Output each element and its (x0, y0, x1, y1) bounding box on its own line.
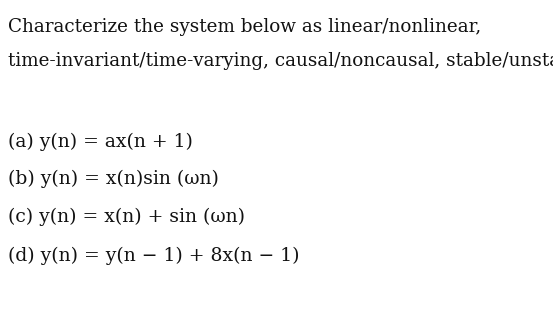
Text: (b) y(n) = x(n)sin (ωn): (b) y(n) = x(n)sin (ωn) (8, 170, 219, 188)
Text: Characterize the system below as linear/nonlinear,: Characterize the system below as linear/… (8, 18, 481, 36)
Text: (c) y(n) = x(n) + sin (ωn): (c) y(n) = x(n) + sin (ωn) (8, 208, 245, 226)
Text: (d) y(n) = y(n − 1) + 8x(n − 1): (d) y(n) = y(n − 1) + 8x(n − 1) (8, 247, 300, 265)
Text: time-invariant/time-varying, causal/noncausal, stable/unstable.: time-invariant/time-varying, causal/nonc… (8, 52, 553, 70)
Text: (a) y(n) = ax(n + 1): (a) y(n) = ax(n + 1) (8, 133, 193, 151)
